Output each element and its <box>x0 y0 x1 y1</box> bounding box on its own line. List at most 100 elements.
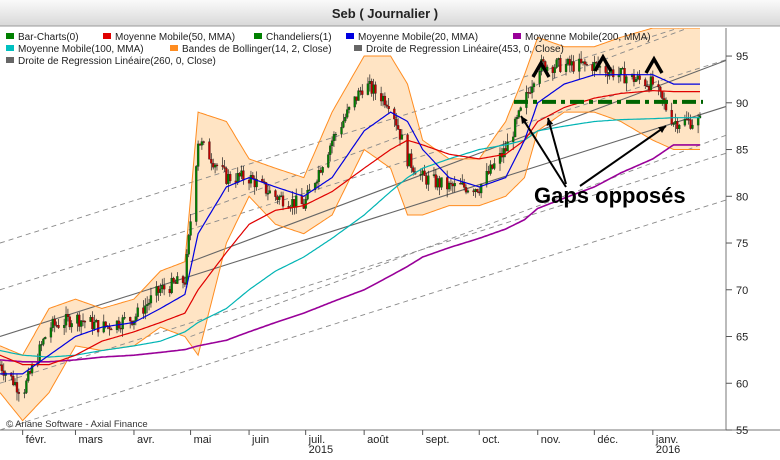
candle-body <box>308 189 311 191</box>
candle-body <box>604 66 607 73</box>
candle-body <box>421 170 424 175</box>
x-tick-label: nov. <box>541 434 561 446</box>
candle-body <box>555 59 558 68</box>
candle-body <box>44 337 47 340</box>
candle-body <box>491 164 494 169</box>
candle-body <box>266 193 270 195</box>
candle-body <box>359 90 362 92</box>
gap-arrow <box>579 125 667 187</box>
legend-label: Bandes de Bollinger(14, 2, Close) <box>182 44 332 55</box>
candle-body <box>532 83 536 88</box>
candle-body <box>168 289 171 294</box>
candle-body <box>453 183 456 187</box>
candle-body <box>564 64 568 72</box>
candle-body <box>225 168 228 184</box>
candle-body <box>621 68 624 70</box>
candle-body <box>174 281 177 284</box>
candle-body <box>387 106 390 110</box>
candle-body <box>40 344 43 346</box>
candle-body <box>238 173 241 177</box>
legend-label: Chandeliers(1) <box>266 32 332 43</box>
candle-body <box>136 307 139 317</box>
legend-label: Moyenne Mobile(20, MMA) <box>358 32 478 43</box>
candle-body <box>646 85 649 88</box>
candle-body <box>595 62 598 64</box>
candle-body <box>17 392 21 394</box>
y-tick-label: 70 <box>736 285 748 297</box>
candle-body <box>300 195 304 205</box>
candle-body <box>400 134 404 140</box>
candle-body <box>661 91 664 99</box>
y-tick-label: 80 <box>736 191 748 203</box>
candle-body <box>181 276 185 283</box>
gap-arrow-head <box>546 118 554 126</box>
gap-arrow-head <box>658 126 666 133</box>
candle-body <box>557 58 560 60</box>
gap-arrow <box>520 115 567 188</box>
candle-body <box>479 183 483 194</box>
candle-body <box>474 189 477 193</box>
bollinger-upper-line <box>0 28 700 356</box>
x-tick-label: mai <box>194 434 212 446</box>
candle-body <box>366 83 370 95</box>
legend-swatch <box>6 45 14 51</box>
candle-body <box>347 106 351 110</box>
candle-body <box>2 370 5 376</box>
candle-body <box>10 372 13 377</box>
regression-453-channel <box>0 152 726 384</box>
legend-label: Droite de Regression Linéaire(260, 0, Cl… <box>18 56 216 67</box>
legend-label: Bar-Charts(0) <box>18 32 79 43</box>
legend-swatch <box>354 45 362 51</box>
candle-body <box>476 189 479 192</box>
candle-body <box>53 318 56 326</box>
x-tick-label: janv. <box>655 434 678 446</box>
legend-label: Droite de Regression Linéaire(453, 0, Cl… <box>366 44 564 55</box>
y-tick-label: 65 <box>736 332 748 344</box>
candle-body <box>687 119 690 121</box>
candle-body <box>95 320 98 323</box>
peak-marker <box>593 53 613 72</box>
candle-body <box>183 282 187 285</box>
title-bar <box>0 0 780 26</box>
candle-body <box>340 127 343 135</box>
regression-260-channel <box>190 134 726 337</box>
legend-swatch <box>170 45 178 51</box>
candle-body <box>530 86 534 93</box>
regression-453-line <box>0 105 726 338</box>
x-tick-label: févr. <box>26 434 47 446</box>
candle-body <box>696 117 700 126</box>
legend-label: Moyenne Mobile(200, MMA) <box>525 32 651 43</box>
candle-body <box>625 76 628 84</box>
legend-swatch <box>6 33 14 39</box>
candle-body <box>268 190 271 194</box>
candle-body <box>293 199 296 208</box>
legend-label: Moyenne Mobile(100, MMA) <box>18 44 144 55</box>
chart-title: Seb ( Journalier ) <box>332 6 438 21</box>
candle-body <box>91 317 94 330</box>
candle-body <box>240 170 243 177</box>
candle-body <box>342 120 345 128</box>
candle-body <box>593 62 596 71</box>
legend-swatch <box>346 33 354 39</box>
candle-body <box>223 166 226 169</box>
candle-body <box>463 182 466 188</box>
candle-body <box>281 195 285 207</box>
candle-body <box>579 58 583 63</box>
candle-body <box>149 295 153 304</box>
candle-body <box>202 141 205 143</box>
candle-body <box>572 61 575 72</box>
x-tick-label: mars <box>78 434 103 446</box>
candle-body <box>189 221 192 236</box>
candle-body <box>427 175 430 185</box>
candle-body <box>170 277 173 294</box>
candle-body <box>459 183 462 185</box>
candle-body <box>159 288 162 293</box>
candle-body <box>676 121 679 130</box>
candle-body <box>517 110 521 118</box>
candle-body <box>242 170 245 181</box>
peak-marker <box>531 59 551 78</box>
candle-body <box>632 74 636 82</box>
candle-body <box>42 338 45 345</box>
candle-body <box>638 75 641 80</box>
candle-body <box>361 90 364 95</box>
